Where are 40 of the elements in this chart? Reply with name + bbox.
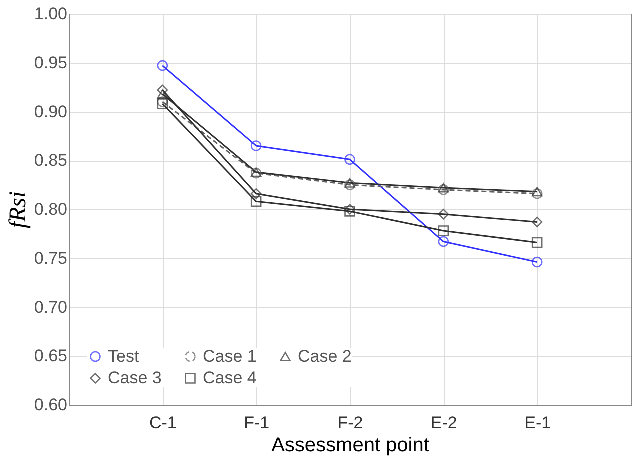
x-tick-label: E-1 xyxy=(524,414,552,432)
point xyxy=(438,184,450,196)
point xyxy=(532,187,543,197)
x-tick-label: F-1 xyxy=(244,414,270,432)
legend-label: Test xyxy=(108,346,140,366)
x-tick-label: C-1 xyxy=(149,414,177,432)
point xyxy=(157,89,168,99)
x-axis-title: Assessment point xyxy=(272,434,430,456)
point xyxy=(250,140,262,152)
x-tick-label: F-2 xyxy=(338,414,364,432)
point xyxy=(532,237,543,248)
y-tick-label: 0.80 xyxy=(34,200,68,219)
point xyxy=(344,180,356,190)
point xyxy=(532,188,543,200)
point xyxy=(344,178,356,188)
point xyxy=(438,183,450,193)
point xyxy=(157,60,168,72)
point xyxy=(532,216,543,228)
y-tick-label: 0.95 xyxy=(34,53,68,72)
y-tick-label: 0.65 xyxy=(34,346,68,366)
x-tick-label: E-2 xyxy=(430,414,458,432)
y-tick-label: 0.60 xyxy=(34,396,68,414)
point xyxy=(250,188,262,200)
y-tick-label: 1.00 xyxy=(34,4,68,24)
y-tick-label: 0.70 xyxy=(34,298,68,317)
point xyxy=(532,256,543,268)
y-tick-label: 0.75 xyxy=(34,248,68,268)
legend-label: Case 1 xyxy=(203,346,257,366)
y-tick-label: 0.85 xyxy=(34,151,68,170)
point xyxy=(438,236,450,248)
point xyxy=(344,154,356,166)
y-tick-label: 0.90 xyxy=(34,102,68,122)
y-axis-title: fRsi xyxy=(5,191,32,229)
legend-label: Case 3 xyxy=(108,368,162,388)
legend-label: Case 2 xyxy=(298,346,352,366)
legend-label: Case 4 xyxy=(203,368,257,388)
point xyxy=(438,208,450,220)
point xyxy=(157,84,168,96)
point xyxy=(438,226,450,236)
point xyxy=(250,196,262,208)
